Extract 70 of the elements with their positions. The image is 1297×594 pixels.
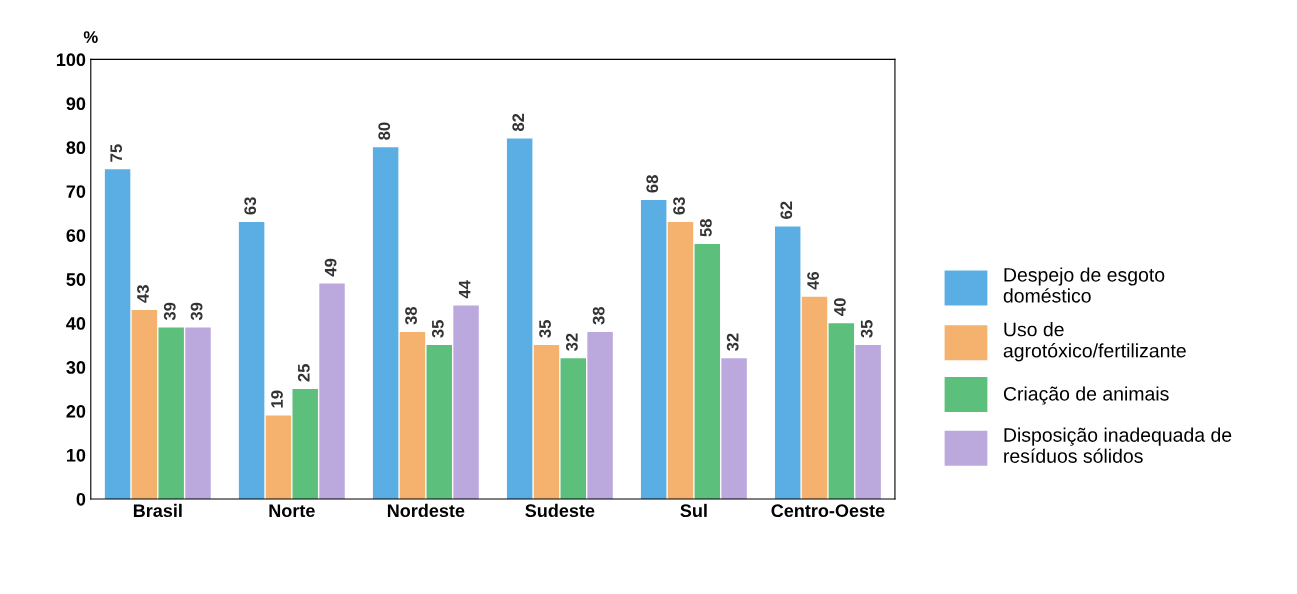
y-tick-label: 10 xyxy=(66,448,86,462)
data-label: 38 xyxy=(405,306,417,325)
data-label: 38 xyxy=(592,306,605,325)
bar xyxy=(158,327,184,499)
y-tick-label: 90 xyxy=(66,97,86,111)
data-label: 35 xyxy=(860,320,873,338)
x-tick-label: Brasil xyxy=(133,503,182,518)
bar xyxy=(453,305,479,499)
data-label: 80 xyxy=(378,122,391,140)
legend-label: Criação de animais xyxy=(1003,386,1169,405)
y-tick-label: 50 xyxy=(66,273,86,286)
x-tick-label: Sudeste xyxy=(525,503,595,518)
bar xyxy=(372,147,399,499)
data-label: 35 xyxy=(431,320,444,338)
bar xyxy=(104,169,131,499)
bar xyxy=(774,226,801,499)
y-tick-label: 0 xyxy=(76,492,86,506)
data-label: 49 xyxy=(324,258,337,277)
bar xyxy=(506,138,533,499)
data-label: 32 xyxy=(726,333,739,351)
data-label: 43 xyxy=(137,285,149,303)
data-label: 32 xyxy=(565,333,578,351)
data-label: 63 xyxy=(244,197,257,215)
bar xyxy=(238,222,265,499)
x-tick-label: Sul xyxy=(680,503,707,518)
bar xyxy=(801,296,828,499)
bar xyxy=(667,222,694,499)
bar xyxy=(265,415,292,499)
bar xyxy=(587,331,613,499)
bar xyxy=(640,200,667,499)
y-tick-label: 80 xyxy=(66,141,86,155)
legend-label: Despejo de esgoto doméstico xyxy=(1003,267,1165,303)
data-label: 46 xyxy=(807,271,819,290)
y-tick-label: 40 xyxy=(66,317,86,330)
bar xyxy=(855,345,881,499)
bar xyxy=(292,389,318,499)
data-label: 40 xyxy=(833,298,846,316)
bar xyxy=(694,244,721,499)
y-tick-label: 60 xyxy=(66,229,86,242)
bar xyxy=(721,358,747,499)
data-label: 75 xyxy=(110,144,123,162)
bar xyxy=(533,345,560,499)
data-label: 63 xyxy=(673,197,685,215)
data-label: 35 xyxy=(539,320,551,338)
bar xyxy=(399,331,426,499)
bar xyxy=(185,327,211,499)
data-label: 68 xyxy=(646,175,659,193)
x-tick-label: Centro-Oeste xyxy=(771,504,885,518)
data-label: 62 xyxy=(780,201,793,219)
y-tick-label: 20 xyxy=(66,404,86,418)
y-tick-label: 100 xyxy=(56,53,86,67)
data-label: 39 xyxy=(190,302,203,321)
x-tick-label: Norte xyxy=(269,504,315,518)
bar xyxy=(560,358,587,499)
y-tick-label: 70 xyxy=(66,185,86,198)
data-label: 39 xyxy=(163,302,176,321)
bar xyxy=(426,345,452,499)
x-tick-label: Nordeste xyxy=(387,503,465,518)
legend-label: Disposição inadequada de resíduos sólidos xyxy=(1004,427,1232,463)
bar xyxy=(828,323,855,499)
legend-label: Uso de agrotóxico/fertilizante xyxy=(1003,322,1186,362)
data-label: 44 xyxy=(458,280,471,299)
y-tick-label: 30 xyxy=(66,361,86,374)
bar xyxy=(131,309,158,499)
data-label: 25 xyxy=(297,364,310,382)
y-axis-title: % xyxy=(83,31,98,43)
data-label: 58 xyxy=(699,219,712,237)
data-label: 19 xyxy=(271,390,283,408)
data-label: 82 xyxy=(512,113,525,132)
bar xyxy=(319,283,345,499)
